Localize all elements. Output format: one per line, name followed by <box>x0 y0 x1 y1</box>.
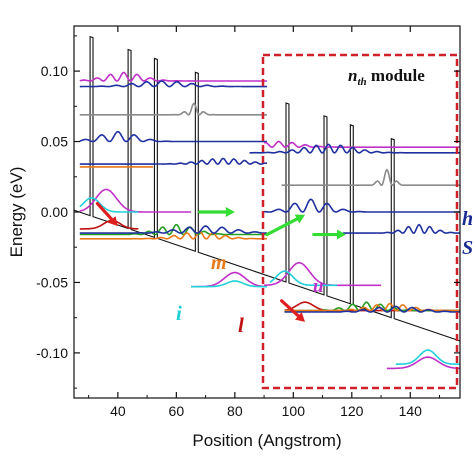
state-upper-3 <box>79 102 267 116</box>
y-tick-label: 0.05 <box>41 134 68 150</box>
y-tick-label: 0.00 <box>41 204 68 220</box>
band-edge-line <box>74 35 460 342</box>
transition-arrow <box>280 299 306 322</box>
state-m-prev <box>79 230 267 240</box>
x-axis-title: Position (Angstrom) <box>192 431 341 450</box>
state-upper-1-n <box>263 140 460 149</box>
module-label: nth module <box>348 66 425 88</box>
state-l-prev <box>79 219 139 230</box>
x-tick-label: 80 <box>227 403 243 419</box>
wavefunction-states <box>79 71 460 370</box>
label-h-cut: h <box>462 208 473 230</box>
state-cyan-prev <box>79 197 139 213</box>
x-tick-label: 100 <box>282 403 306 419</box>
x-tick-label: 40 <box>110 403 126 419</box>
label-m: m <box>211 252 227 274</box>
state-upper-2-n <box>249 143 460 154</box>
state-upper-4 <box>79 130 267 143</box>
label-s-cut: S <box>462 237 473 259</box>
y-tick-label: -0.05 <box>36 274 68 290</box>
state-bottom-mag <box>386 356 460 370</box>
y-axis-title: Energy (eV) <box>7 167 26 258</box>
state-upper-1 <box>79 71 267 82</box>
state-u-cyan <box>269 270 338 287</box>
transition-arrow <box>95 201 118 227</box>
label-i: i <box>176 301 182 325</box>
label-l: l <box>238 313 244 337</box>
x-tick-label: 120 <box>340 403 364 419</box>
y-tick-label: -0.10 <box>36 345 68 361</box>
conduction-band-profile <box>74 35 460 342</box>
state-b-state <box>284 305 460 313</box>
y-tick-label: 0.10 <box>41 63 68 79</box>
transition-arrows <box>95 201 346 322</box>
state-g-prev <box>79 223 267 236</box>
state-upper-2 <box>79 80 267 88</box>
state-b-prev <box>79 225 267 234</box>
state-u-state <box>264 261 381 287</box>
state-h-state <box>343 223 460 234</box>
transition-arrow <box>312 229 346 240</box>
state-upper-3-n <box>281 168 460 187</box>
transition-arrow <box>198 207 235 217</box>
state-upper-4-n <box>263 198 460 213</box>
state-bottom-cyan <box>395 349 460 366</box>
y-axis: -0.10 -0.05 0.00 0.05 0.10 <box>36 35 460 389</box>
transition-arrow <box>265 214 306 237</box>
label-u: u <box>313 276 324 297</box>
state-injector-mid <box>79 157 267 165</box>
state-i-cyan <box>191 280 267 288</box>
x-tick-label: 60 <box>169 403 185 419</box>
x-axis: 40 60 80 100 120 140 <box>88 26 441 419</box>
x-tick-label: 140 <box>399 403 423 419</box>
